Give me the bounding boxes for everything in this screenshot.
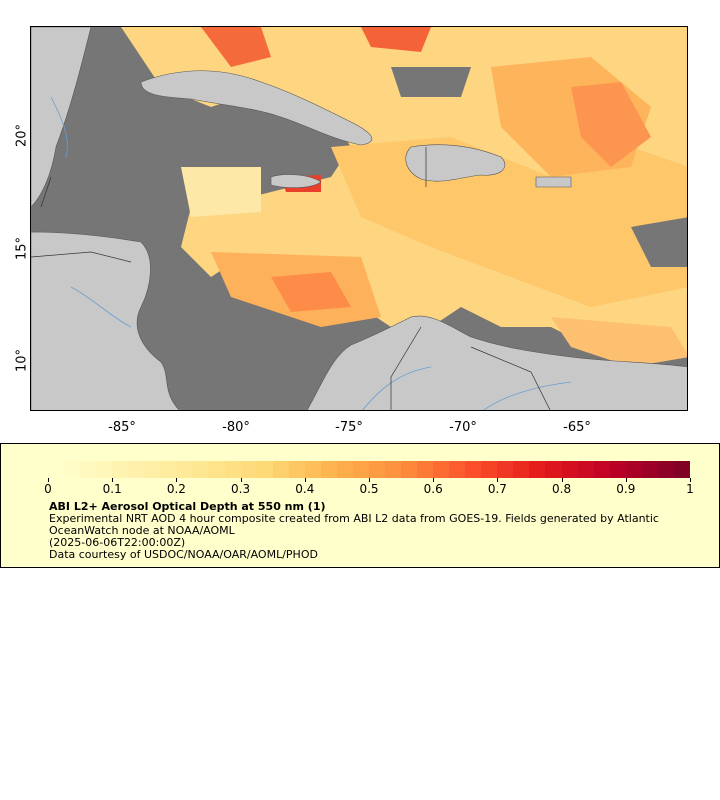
colorbar-swatch (176, 461, 193, 478)
colorbar-swatch (352, 461, 369, 478)
colorbar-swatch (288, 461, 305, 478)
x-tick-label: -70° (449, 420, 477, 435)
y-tick-label: 20° (14, 123, 30, 148)
colorbar-tick-mark (176, 478, 178, 482)
colorbar-swatch (384, 461, 402, 478)
colorbar-swatch (128, 461, 145, 478)
colorbar-swatch (96, 461, 113, 478)
legend-timestamp: (2025-06-06T22:00:00Z) (49, 536, 186, 549)
colorbar-swatch (609, 461, 626, 478)
legend-description: Experimental NRT AOD 4 hour composite cr… (49, 512, 659, 537)
aerosol-field (121, 27, 687, 367)
colorbar-swatch (561, 461, 578, 478)
colorbar-tick-mark (112, 478, 114, 482)
colorbar-tick-mark (433, 478, 435, 482)
colorbar-tick-label: 0.3 (231, 482, 251, 496)
cuba-landmass (140, 70, 373, 146)
colorbar-swatch (577, 461, 594, 478)
rivers (50, 96, 572, 410)
colorbar-tick-mark (690, 478, 691, 482)
colorbar-tick-label: 0 (44, 482, 52, 496)
colorbar-swatch (192, 461, 209, 478)
x-tick-label: -65° (563, 420, 591, 435)
colorbar-tick-label: 0.5 (359, 482, 379, 496)
colorbar-swatch (545, 461, 562, 478)
colorbar-swatch (224, 461, 241, 478)
colorbar-swatch (529, 461, 546, 478)
legend-panel: ABI L2+ Aerosol Optical Depth at 550 nm … (0, 443, 720, 568)
x-tick-label: -85° (108, 420, 136, 435)
map-canvas[interactable] (31, 27, 688, 411)
colorbar-swatch (304, 461, 321, 478)
colorbar-swatch (465, 461, 482, 478)
colorbar-tick-label: 0.1 (102, 482, 122, 496)
colorbar-swatch (625, 461, 642, 478)
colorbar-swatch (240, 461, 257, 478)
colorbar-swatch (272, 461, 289, 478)
colorbar-swatch (48, 461, 65, 478)
colorbar-swatch (497, 461, 514, 478)
y-tick-label: 10° (14, 348, 30, 373)
legend-text: ABI L2+ Aerosol Optical Depth at 550 nm … (49, 501, 689, 561)
borders (31, 147, 551, 410)
land-masses (31, 27, 687, 410)
colorbar-swatch (320, 461, 337, 478)
colorbar-tick-mark (625, 478, 627, 482)
hispaniola-landmass (405, 144, 506, 182)
legend-title: ABI L2+ Aerosol Optical Depth at 550 nm … (49, 500, 326, 513)
colorbar-swatch (481, 461, 498, 478)
x-tick-label: -75° (335, 420, 363, 435)
colorbar-tick-mark (48, 478, 49, 482)
colorbar-swatch (433, 461, 450, 478)
colorbar-tick-mark (240, 478, 242, 482)
colorbar-tick-mark (561, 478, 563, 482)
y-tick-label: 15° (14, 236, 30, 261)
colorbar-swatch (401, 461, 418, 478)
colorbar-swatch (112, 461, 129, 478)
colorbar-swatch (208, 461, 225, 478)
colorbar-swatch (336, 461, 353, 478)
colorbar-tick-mark (304, 478, 306, 482)
colorbar-tick-label: 0.9 (616, 482, 636, 496)
colorbar-swatch (513, 461, 530, 478)
colorbar-tick-label: 0.8 (552, 482, 572, 496)
colorbar-swatch (64, 461, 81, 478)
colorbar (48, 461, 690, 478)
colorbar-tick-label: 0.7 (487, 482, 507, 496)
colorbar-tick-mark (497, 478, 499, 482)
colorbar-swatch (368, 461, 385, 478)
colorbar-swatch (144, 461, 161, 478)
south-america-landmass (306, 315, 687, 410)
central-america-landmass (31, 231, 180, 410)
colorbar-swatch (417, 461, 434, 478)
x-tick-label: -80° (222, 420, 250, 435)
colorbar-swatch (641, 461, 658, 478)
colorbar-swatch (160, 461, 177, 478)
colorbar-swatch (80, 461, 97, 478)
yucatan-landmass (31, 27, 92, 208)
colorbar-swatch (673, 461, 690, 478)
legend-credit: Data courtesy of USDOC/NOAA/OAR/AOML/PHO… (49, 548, 318, 561)
colorbar-swatch (256, 461, 273, 478)
colorbar-swatch (449, 461, 466, 478)
colorbar-tick-label: 1 (686, 482, 694, 496)
colorbar-swatch (593, 461, 610, 478)
colorbar-tick-label: 0.2 (166, 482, 186, 496)
colorbar-tick-label: 0.4 (295, 482, 315, 496)
colorbar-tick-label: 0.6 (423, 482, 443, 496)
map-panel[interactable] (30, 26, 688, 411)
colorbar-swatch (657, 461, 674, 478)
colorbar-tick-mark (369, 478, 370, 482)
